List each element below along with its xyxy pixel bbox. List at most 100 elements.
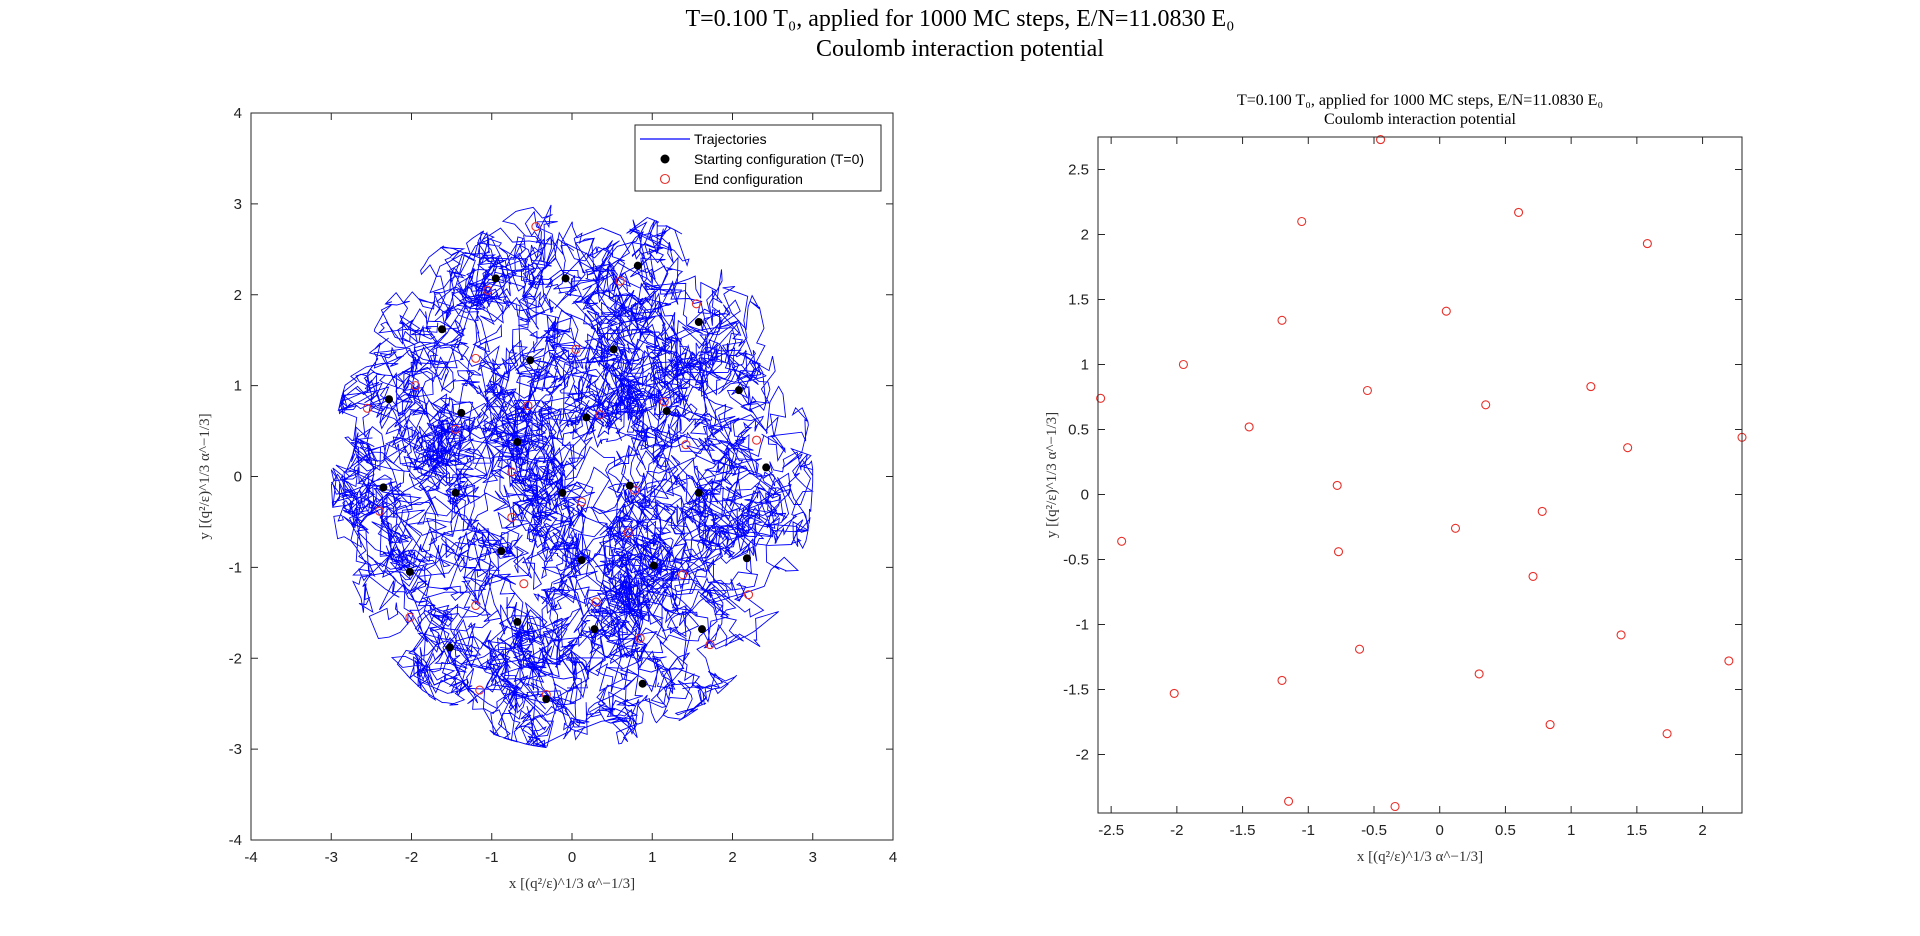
end-point-3 <box>531 222 541 232</box>
start-point-30 <box>638 679 647 688</box>
end-point-22 <box>743 590 754 600</box>
x-tick-label: 1 <box>1567 822 1575 839</box>
end-point-17 <box>1450 523 1461 533</box>
end-point-12 <box>451 424 461 434</box>
end-point-3 <box>1376 135 1386 145</box>
trajectory-29 <box>467 596 590 749</box>
y-tick-label: 3 <box>234 196 242 213</box>
end-point-7 <box>1178 359 1188 370</box>
start-point-19 <box>762 463 771 472</box>
y-tick-label: -2 <box>229 650 242 667</box>
end-point-13 <box>681 440 691 450</box>
start-point-9 <box>457 408 466 417</box>
end-point-2 <box>615 276 625 286</box>
end-point-9 <box>1481 400 1491 410</box>
x-tick-label: -1.5 <box>1230 822 1256 839</box>
x-tick-label: 2 <box>1698 822 1706 839</box>
trajectory-22 <box>603 512 730 638</box>
x-tick-label: -4 <box>244 849 257 866</box>
legend-label: Starting configuration (T=0) <box>694 151 864 167</box>
y-tick-label: -2 <box>1076 747 1089 764</box>
start-point-16 <box>558 488 567 497</box>
end-point-24 <box>591 597 601 607</box>
x-tick-label: 0.5 <box>1495 822 1516 839</box>
start-point-20 <box>497 547 506 556</box>
start-point-11 <box>662 407 671 416</box>
end-point-27 <box>1545 720 1555 730</box>
end-point-23 <box>519 579 529 589</box>
x-tick-label: 3 <box>809 849 817 866</box>
legend-label: Trajectories <box>694 131 767 147</box>
y-tick-label: -4 <box>229 832 242 849</box>
plot-background <box>1098 137 1742 813</box>
y-tick-label: 4 <box>234 105 242 122</box>
start-point-3 <box>633 261 642 270</box>
trajectory-2 <box>467 204 631 335</box>
end-point-19 <box>507 512 517 522</box>
x-tick-label: 0 <box>568 849 576 866</box>
end-point-26 <box>405 612 415 622</box>
y-tick-label: 2 <box>234 287 242 304</box>
legend-open-swatch <box>659 173 671 185</box>
end-point-29 <box>475 685 485 695</box>
end-point-26 <box>1169 688 1179 698</box>
trajectory-15 <box>380 393 528 546</box>
plot-area <box>1096 135 1747 813</box>
end-point-20 <box>1528 571 1538 581</box>
y-tick-label: 0 <box>234 469 242 486</box>
start-point-14 <box>379 483 388 492</box>
x-tick-label: 0 <box>1436 822 1444 839</box>
x-axis-label: x [(q²/ε)^1/3 α^−1/3] <box>509 876 635 892</box>
end-point-14 <box>752 435 762 445</box>
end-configuration-markers <box>1096 135 1747 812</box>
end-point-29 <box>1284 796 1294 806</box>
start-point-28 <box>446 643 455 652</box>
trajectory-26 <box>499 461 643 693</box>
start-point-1 <box>491 274 500 283</box>
x-tick-label: -1 <box>1302 822 1315 839</box>
x-tick-label: -0.5 <box>1361 822 1387 839</box>
end-point-15 <box>507 467 517 477</box>
start-point-23 <box>742 554 751 563</box>
y-tick-label: 2.5 <box>1068 162 1089 179</box>
start-point-24 <box>405 567 414 576</box>
end-point-15 <box>1332 480 1342 490</box>
start-point-5 <box>694 318 703 327</box>
end-point-17 <box>577 497 587 507</box>
y-tick-label: 0.5 <box>1068 422 1089 439</box>
end-point-4 <box>691 299 701 309</box>
end-point-11 <box>1096 393 1106 403</box>
figure-title-line1: T=0.100 T₀, applied for 1000 MC steps, E… <box>685 6 1235 32</box>
plot-title-line1: T=0.100 T₀, applied for 1000 MC steps, E… <box>1237 92 1603 109</box>
end-point-5 <box>471 353 481 363</box>
plot-area <box>251 113 893 840</box>
end-point-28 <box>1662 729 1672 739</box>
plot-background <box>251 113 893 840</box>
trajectory-3 <box>565 216 703 351</box>
x-tick-label: -2 <box>1170 822 1183 839</box>
end-point-8 <box>1362 385 1372 396</box>
y-axis-label: y [(q²/ε)^1/3 α^−1/3] <box>1044 412 1060 538</box>
end-point-16 <box>630 485 640 495</box>
trajectory-10 <box>483 325 653 473</box>
end-point-21 <box>678 570 688 580</box>
end-point-16 <box>1537 506 1547 516</box>
y-axis-label: y [(q²/ε)^1/3 α^−1/3] <box>197 413 213 539</box>
legend-filled-swatch <box>660 154 670 164</box>
end-point-2 <box>1514 207 1524 217</box>
start-point-8 <box>385 395 394 404</box>
x-tick-label: 1 <box>648 849 656 866</box>
start-point-7 <box>609 345 618 354</box>
start-point-22 <box>649 561 658 570</box>
end-point-4 <box>1642 239 1652 249</box>
x-tick-label: 4 <box>889 849 897 866</box>
x-axis-label: x [(q²/ε)^1/3 α^−1/3] <box>1357 849 1483 865</box>
end-point-24 <box>1474 669 1484 679</box>
trajectory-23 <box>646 454 814 616</box>
figure-title-line2: Coulomb interaction potential <box>816 36 1104 62</box>
y-tick-label: 1.5 <box>1068 292 1089 309</box>
end-point-9 <box>595 410 605 420</box>
y-tick-label: -3 <box>229 741 242 758</box>
start-point-26 <box>590 625 599 634</box>
